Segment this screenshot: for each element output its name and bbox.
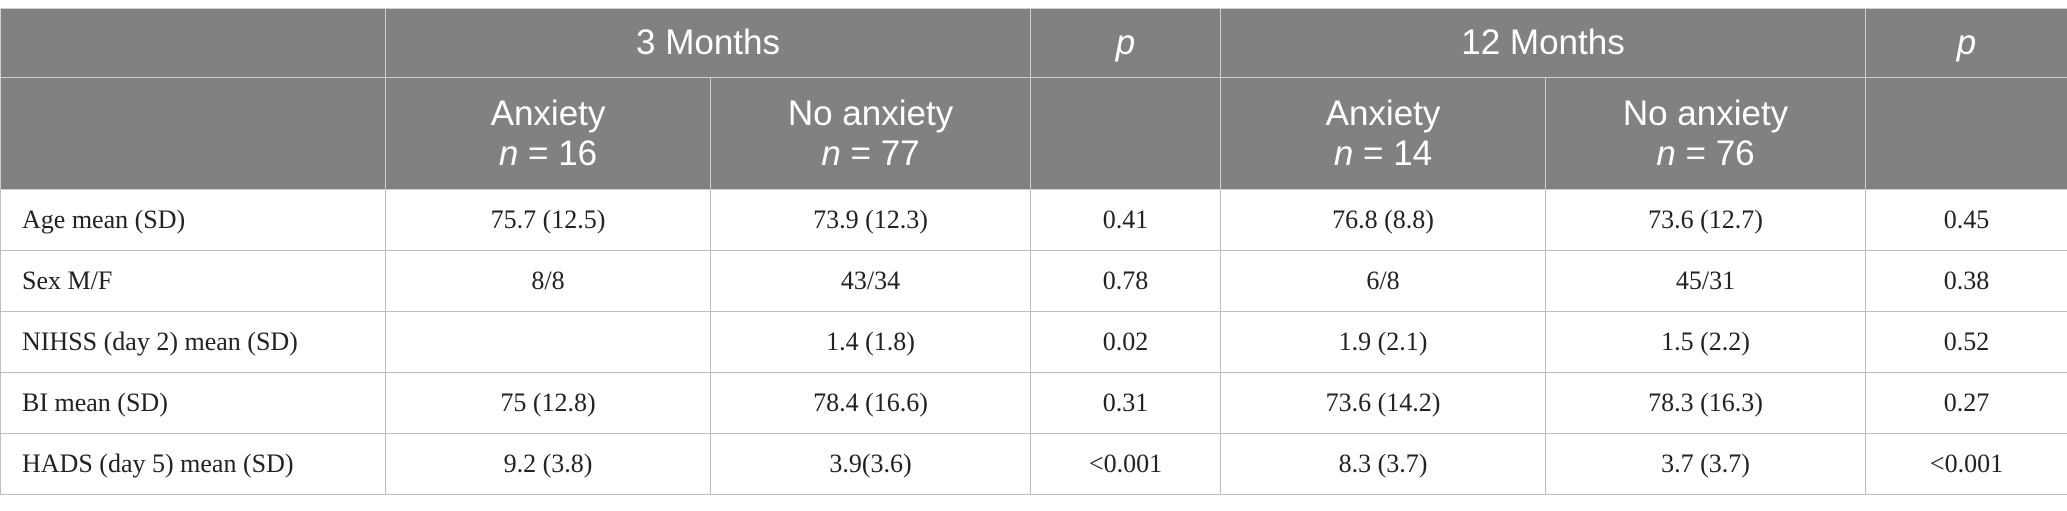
p-label: p (1115, 23, 1136, 62)
n-value: = 77 (850, 133, 920, 173)
cell-3m-no-anxiety: 73.9 (12.3) (710, 189, 1031, 251)
cell-p-12m: <0.001 (1865, 433, 2067, 495)
row-label: BI mean (SD) (0, 372, 386, 434)
cell-3m-anxiety: 9.2 (3.8) (385, 433, 711, 495)
header-p-12-months: p (1865, 8, 2067, 78)
header-12m-anxiety: Anxiety n = 14 (1220, 77, 1546, 190)
table-row: HADS (day 5) mean (SD) 9.2 (3.8) 3.9(3.6… (0, 433, 2067, 495)
cell-12m-anxiety: 1.9 (2.1) (1220, 311, 1546, 373)
header-row-groups: 3 Months p 12 Months p (0, 8, 2067, 78)
header-row-subgroups: Anxiety n = 16 No anxiety n = 77 Anxiety… (0, 77, 2067, 190)
cell-12m-anxiety: 8.3 (3.7) (1220, 433, 1546, 495)
n-count: n = 14 (1221, 134, 1545, 174)
n-count: n = 77 (711, 134, 1030, 174)
cell-p-3m: 0.31 (1030, 372, 1221, 434)
cell-p-12m: 0.45 (1865, 189, 2067, 251)
n-value: = 76 (1685, 133, 1755, 173)
cell-3m-anxiety: 75 (12.8) (385, 372, 711, 434)
header-3m-anxiety: Anxiety n = 16 (385, 77, 711, 190)
anxiety-label: Anxiety (490, 93, 606, 133)
cell-p-12m: 0.27 (1865, 372, 2067, 434)
cell-p-3m: 0.41 (1030, 189, 1221, 251)
header-3m-no-anxiety: No anxiety n = 77 (710, 77, 1031, 190)
n-value: = 14 (1363, 133, 1433, 173)
header-empty-cell (1865, 77, 2067, 190)
n-prefix: n (498, 133, 519, 173)
header-3-months: 3 Months (385, 8, 1031, 78)
no-anxiety-label: No anxiety (1622, 93, 1789, 133)
cell-12m-anxiety: 6/8 (1220, 250, 1546, 312)
header-empty-cell (1030, 77, 1221, 190)
cell-3m-anxiety: 75.7 (12.5) (385, 189, 711, 251)
header-p-3-months: p (1030, 8, 1221, 78)
cell-p-3m: 0.78 (1030, 250, 1221, 312)
row-label: NIHSS (day 2) mean (SD) (0, 311, 386, 373)
n-count: n = 16 (386, 134, 710, 174)
row-label: Sex M/F (0, 250, 386, 312)
cell-3m-anxiety: 8/8 (385, 250, 711, 312)
cell-p-12m: 0.52 (1865, 311, 2067, 373)
cell-3m-anxiety (385, 311, 711, 373)
cell-12m-no-anxiety: 78.3 (16.3) (1545, 372, 1866, 434)
n-prefix: n (1333, 133, 1354, 173)
cell-3m-no-anxiety: 78.4 (16.6) (710, 372, 1031, 434)
cell-p-3m: 0.02 (1030, 311, 1221, 373)
cell-12m-anxiety: 76.8 (8.8) (1220, 189, 1546, 251)
cell-3m-no-anxiety: 3.9(3.6) (710, 433, 1031, 495)
no-anxiety-label: No anxiety (787, 93, 954, 133)
n-count: n = 76 (1546, 134, 1865, 174)
header-12-months: 12 Months (1220, 8, 1866, 78)
cell-12m-no-anxiety: 45/31 (1545, 250, 1866, 312)
cell-12m-no-anxiety: 73.6 (12.7) (1545, 189, 1866, 251)
cell-3m-no-anxiety: 1.4 (1.8) (710, 311, 1031, 373)
header-empty-cell (0, 8, 386, 78)
n-prefix: n (1656, 133, 1676, 173)
table-row: NIHSS (day 2) mean (SD) 1.4 (1.8) 0.02 1… (0, 311, 2067, 373)
cell-p-12m: 0.38 (1865, 250, 2067, 312)
row-label: HADS (day 5) mean (SD) (0, 433, 386, 495)
n-prefix: n (821, 133, 841, 173)
cell-12m-anxiety: 73.6 (14.2) (1220, 372, 1546, 434)
table-row: Age mean (SD) 75.7 (12.5) 73.9 (12.3) 0.… (0, 189, 2067, 251)
cell-p-3m: <0.001 (1030, 433, 1221, 495)
header-12m-no-anxiety: No anxiety n = 76 (1545, 77, 1866, 190)
header-empty-cell (0, 77, 386, 190)
table-row: BI mean (SD) 75 (12.8) 78.4 (16.6) 0.31 … (0, 372, 2067, 434)
row-label: Age mean (SD) (0, 189, 386, 251)
cell-12m-no-anxiety: 1.5 (2.2) (1545, 311, 1866, 373)
results-table: 3 Months p 12 Months p Anxiety n = 16 No… (0, 8, 2067, 495)
n-value: = 16 (528, 133, 598, 173)
table-row: Sex M/F 8/8 43/34 0.78 6/8 45/31 0.38 (0, 250, 2067, 312)
anxiety-label: Anxiety (1325, 93, 1441, 133)
cell-3m-no-anxiety: 43/34 (710, 250, 1031, 312)
cell-12m-no-anxiety: 3.7 (3.7) (1545, 433, 1866, 495)
p-label: p (1956, 23, 1977, 62)
